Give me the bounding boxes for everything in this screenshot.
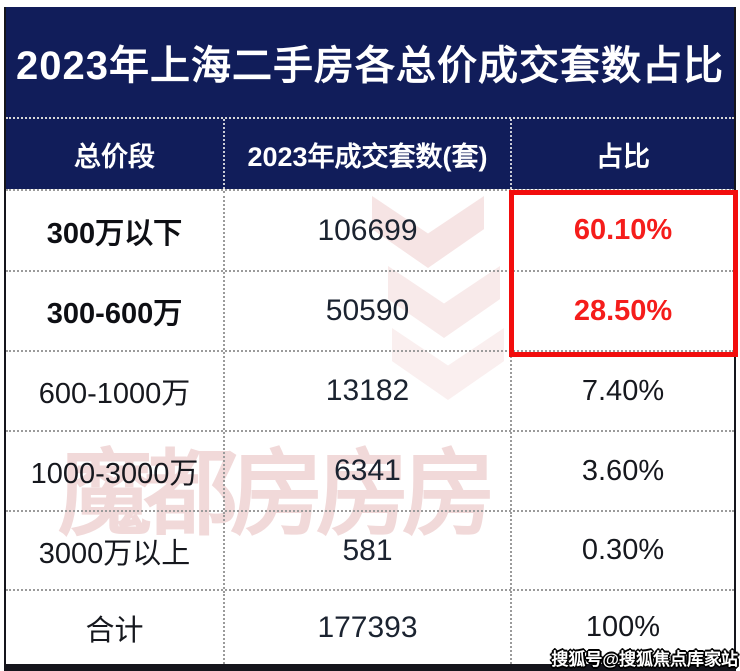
share-cell: 7.40% <box>581 374 665 407</box>
price-range-cell: 3000万以上 <box>6 512 225 589</box>
price-range-cell: 合计 <box>6 591 225 664</box>
count-cell: 106699 <box>225 191 512 270</box>
share-cell: 3.60% <box>581 454 665 487</box>
title-bar: 2023年上海二手房各总价成交套数占比 <box>6 7 734 119</box>
share-cell: 28.50% <box>573 294 673 327</box>
share-cell: 100% <box>585 611 661 643</box>
source-watermark: 搜狐号@搜狐焦点库家站 <box>551 650 738 669</box>
table-row-total: 合计 177393 100% <box>6 589 734 664</box>
price-range-cell: 1000-3000万 <box>6 432 225 510</box>
column-header-share: 占比 <box>596 141 650 172</box>
price-range-cell: 300-600万 <box>6 272 225 350</box>
count-cell: 13182 <box>225 352 512 430</box>
count-cell: 177393 <box>225 591 512 664</box>
column-header-price-range: 总价段 <box>6 119 225 189</box>
table-row: 3000万以上 581 0.30% <box>6 510 734 589</box>
count-cell: 581 <box>225 512 512 589</box>
table-row: 300-600万 50590 28.50% <box>6 270 734 350</box>
price-share-table: 2023年上海二手房各总价成交套数占比 总价段 2023年成交套数(套) 占比 … <box>4 7 736 671</box>
column-header-transaction-count: 2023年成交套数(套) <box>225 119 512 189</box>
count-cell: 50590 <box>225 272 512 350</box>
share-cell: 60.10% <box>573 214 673 246</box>
price-range-cell: 300万以下 <box>6 191 225 270</box>
price-range-cell: 600-1000万 <box>6 352 225 430</box>
table-row: 600-1000万 13182 7.40% <box>6 350 734 430</box>
table-header-row: 总价段 2023年成交套数(套) 占比 <box>6 119 734 189</box>
page-title: 2023年上海二手房各总价成交套数占比 <box>16 44 724 88</box>
share-cell: 0.30% <box>581 534 665 566</box>
table-row: 1000-3000万 6341 3.60% <box>6 430 734 510</box>
table-row: 300万以下 106699 60.10% <box>6 189 734 270</box>
count-cell: 6341 <box>225 432 512 510</box>
